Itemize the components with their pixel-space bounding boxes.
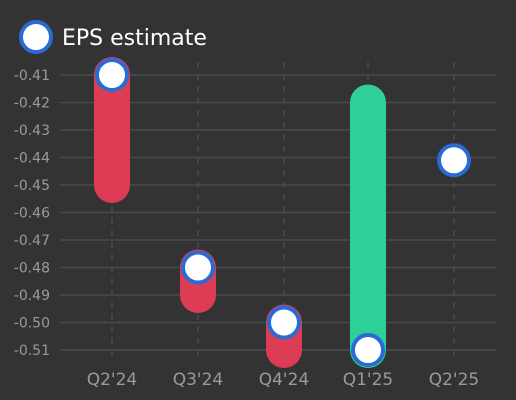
eps-estimate-point[interactable] xyxy=(267,305,301,340)
x-tick-label: Q2'25 xyxy=(429,370,480,390)
eps-estimate-point[interactable] xyxy=(437,143,471,178)
x-tick-label: Q4'24 xyxy=(259,370,310,390)
y-tick-label: -0.42 xyxy=(14,96,50,112)
y-tick-label: -0.47 xyxy=(14,233,50,249)
y-tick-label: -0.44 xyxy=(14,151,50,167)
eps-estimate-point[interactable] xyxy=(95,58,129,92)
x-tick-label: Q1'25 xyxy=(343,370,394,390)
y-tick-label: -0.50 xyxy=(14,316,50,332)
eps-estimate-point[interactable] xyxy=(351,333,385,367)
y-tick-label: -0.43 xyxy=(14,123,50,139)
point-layer xyxy=(95,58,471,367)
y-tick-label: -0.45 xyxy=(14,178,50,194)
label-layer: -0.41 -0.42 -0.43 -0.44 -0.45 -0.46 -0.47 -0.48… xyxy=(14,68,479,390)
y-tick-label: -0.51 xyxy=(14,343,50,359)
x-tick-label: Q2'24 xyxy=(87,370,138,390)
legend-label: EPS estimate xyxy=(62,26,207,51)
eps-estimate-point[interactable] xyxy=(181,250,215,285)
y-tick-label: -0.48 xyxy=(14,261,50,277)
x-tick-label: Q3'24 xyxy=(173,370,224,390)
legend[interactable]: EPS estimate xyxy=(19,20,207,54)
legend-marker xyxy=(19,20,53,54)
y-tick-label: -0.46 xyxy=(14,206,50,222)
y-tick-label: -0.49 xyxy=(14,288,50,304)
y-tick-label: -0.41 xyxy=(14,68,50,84)
